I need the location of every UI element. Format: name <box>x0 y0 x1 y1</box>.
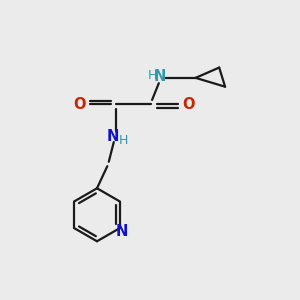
Text: H: H <box>119 134 128 147</box>
Text: H: H <box>147 69 157 82</box>
Text: N: N <box>115 224 128 239</box>
Text: O: O <box>182 97 194 112</box>
Text: N: N <box>106 129 119 144</box>
Text: N: N <box>154 69 167 84</box>
Text: O: O <box>73 97 86 112</box>
